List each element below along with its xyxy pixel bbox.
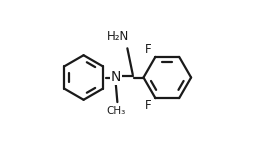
Text: F: F	[145, 99, 152, 112]
Text: F: F	[145, 43, 152, 56]
Text: N: N	[111, 71, 121, 84]
Text: CH₃: CH₃	[106, 106, 125, 116]
Text: H₂N: H₂N	[107, 29, 129, 42]
